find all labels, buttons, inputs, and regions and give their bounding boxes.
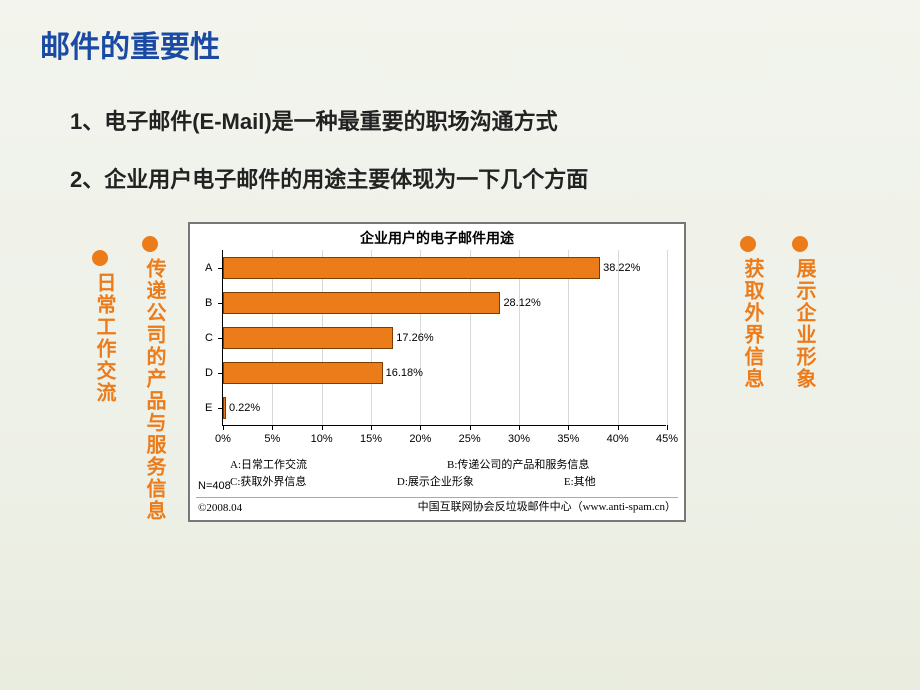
chart-copyright: ©2008.04 (198, 502, 242, 514)
x-tick (568, 425, 569, 430)
x-tick-label: 0% (215, 433, 231, 445)
chart-source: 中国互联网协会反垃圾邮件中心（www.anti-spam.cn） (418, 498, 676, 514)
x-tick (272, 425, 273, 430)
bullet-left-2 (142, 236, 158, 252)
bullet-line-2: 2、企业用户电子邮件的用途主要体现为一下几个方面 (70, 162, 588, 194)
gridline (618, 250, 619, 425)
x-tick-label: 45% (656, 433, 678, 445)
bar-value-label: 28.12% (503, 297, 540, 309)
x-tick (371, 425, 372, 430)
chart-n-label: N=408 (198, 480, 231, 492)
x-tick (420, 425, 421, 430)
x-tick (618, 425, 619, 430)
chart-container: 企业用户的电子邮件用途 0%5%10%15%20%25%30%35%40%45%… (188, 222, 686, 522)
category-label: E (205, 402, 212, 414)
x-tick-label: 20% (409, 433, 431, 445)
page-title: 邮件的重要性 (40, 22, 220, 66)
x-tick (470, 425, 471, 430)
x-tick (667, 425, 668, 430)
bar-value-label: 17.26% (396, 332, 433, 344)
x-tick-label: 10% (311, 433, 333, 445)
category-label: A (205, 262, 212, 274)
category-label: D (205, 367, 213, 379)
chart-plot-area: 0%5%10%15%20%25%30%35%40%45%A38.22%B28.1… (222, 250, 666, 426)
vlabel-product-info: 传递公司的产品与服务信息 (140, 258, 169, 522)
bullet-left-1 (92, 250, 108, 266)
bullet-right-1 (740, 236, 756, 252)
x-tick-label: 35% (557, 433, 579, 445)
vlabel-external-info: 获取外界信息 (738, 258, 767, 390)
x-tick (223, 425, 224, 430)
bullet-line-1: 1、电子邮件(E-Mail)是一种最重要的职场沟通方式 (70, 104, 558, 136)
legend-e: E:其他 (564, 474, 664, 491)
chart-title: 企业用户的电子邮件用途 (190, 228, 684, 248)
x-tick-label: 40% (607, 433, 629, 445)
bar (223, 362, 383, 384)
x-tick-label: 30% (508, 433, 530, 445)
legend-b: B:传递公司的产品和服务信息 (447, 457, 664, 474)
bar-value-label: 0.22% (229, 402, 260, 414)
bar-value-label: 16.18% (386, 367, 423, 379)
category-label: C (205, 332, 213, 344)
bar (223, 327, 393, 349)
chart-legend: A:日常工作交流 B:传递公司的产品和服务信息 C:获取外界信息 D:展示企业形… (230, 457, 664, 490)
x-tick (322, 425, 323, 430)
vlabel-corporate-image: 展示企业形象 (790, 258, 819, 390)
bar (223, 257, 600, 279)
bullet-right-2 (792, 236, 808, 252)
vlabel-daily-work: 日常工作交流 (90, 272, 119, 404)
legend-c: C:获取外界信息 (230, 474, 397, 491)
x-tick (519, 425, 520, 430)
x-tick-label: 25% (459, 433, 481, 445)
bar (223, 397, 226, 419)
bar (223, 292, 500, 314)
legend-a: A:日常工作交流 (230, 457, 447, 474)
legend-d: D:展示企业形象 (397, 474, 564, 491)
x-tick-label: 15% (360, 433, 382, 445)
category-label: B (205, 297, 212, 309)
bar-value-label: 38.22% (603, 262, 640, 274)
x-tick-label: 5% (264, 433, 280, 445)
gridline (667, 250, 668, 425)
